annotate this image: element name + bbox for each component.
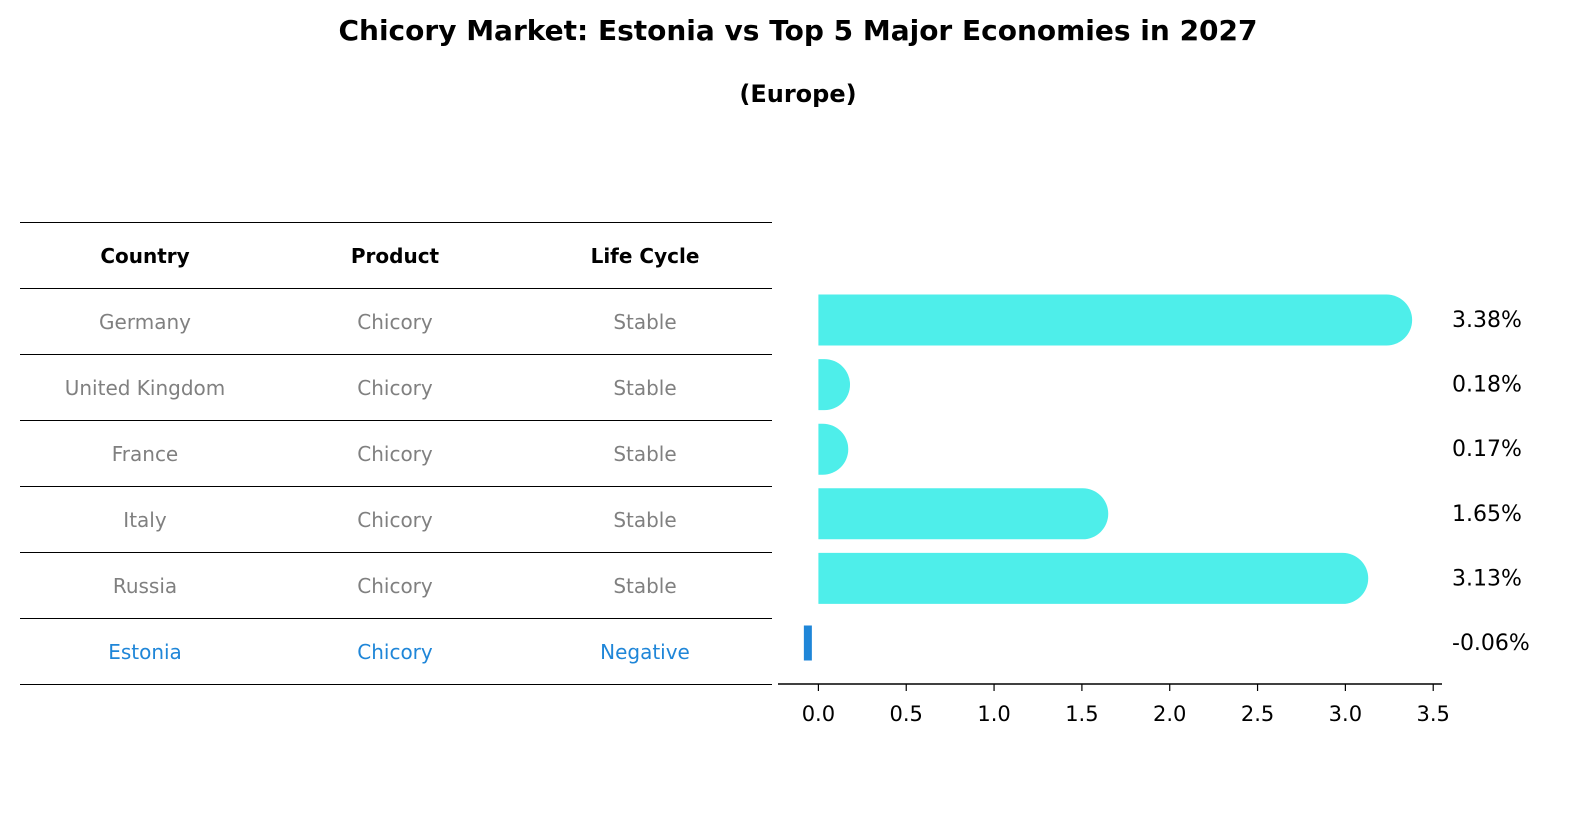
x-tick-label: 1.0 bbox=[977, 702, 1010, 726]
table-header-row: Country Product Life Cycle bbox=[20, 223, 772, 288]
x-tick-label: 0.0 bbox=[802, 702, 835, 726]
cell-product: Chicory bbox=[357, 441, 433, 466]
bar bbox=[818, 423, 849, 475]
data-label: 3.38% bbox=[1452, 308, 1522, 333]
cell-product: Chicory bbox=[357, 375, 433, 400]
table-row: Germany Chicory Stable bbox=[20, 289, 772, 354]
bar bbox=[818, 359, 851, 411]
data-label: 1.65% bbox=[1452, 502, 1522, 527]
bar-chart: 3.38% 0.18% 0.17% 1.65% 3.13% -0.06% 0.0 0.5 1.0… bbox=[778, 294, 1530, 726]
bar bbox=[818, 488, 1109, 540]
chart-subtitle: (Europe) bbox=[739, 80, 857, 108]
x-tick-label: 1.5 bbox=[1065, 702, 1098, 726]
cell-product: Chicory bbox=[357, 573, 433, 598]
cell-product: Chicory bbox=[357, 639, 433, 664]
cell-life-cycle: Stable bbox=[613, 441, 677, 466]
data-label: 3.13% bbox=[1452, 566, 1522, 591]
table-rule bbox=[20, 618, 772, 619]
cell-life-cycle: Negative bbox=[600, 639, 690, 664]
table-row: Russia Chicory Stable bbox=[20, 553, 772, 618]
table-rule bbox=[20, 222, 772, 223]
x-tick-label: 0.5 bbox=[890, 702, 923, 726]
x-tick-label: 2.5 bbox=[1241, 702, 1274, 726]
cell-country: Estonia bbox=[108, 639, 182, 664]
cell-country: Russia bbox=[112, 573, 178, 598]
table-rule bbox=[20, 684, 772, 685]
cell-life-cycle: Stable bbox=[613, 573, 677, 598]
cell-life-cycle: Stable bbox=[613, 375, 677, 400]
x-tick-label: 2.0 bbox=[1153, 702, 1186, 726]
cell-country: United Kingdom bbox=[64, 375, 226, 400]
cell-life-cycle: Stable bbox=[613, 309, 677, 334]
table-rule bbox=[20, 288, 772, 289]
table-rule bbox=[20, 552, 772, 553]
table-row: United Kingdom Chicory Stable bbox=[20, 355, 772, 420]
data-label: 0.18% bbox=[1452, 373, 1522, 398]
cell-life-cycle: Stable bbox=[613, 507, 677, 532]
header-country: Country bbox=[100, 243, 190, 268]
table-row: France Chicory Stable bbox=[20, 421, 772, 486]
chart-title: Chicory Market: Estonia vs Top 5 Major E… bbox=[338, 14, 1258, 47]
data-label: 0.17% bbox=[1452, 437, 1522, 462]
header-product: Product bbox=[350, 243, 440, 268]
cell-product: Chicory bbox=[357, 507, 433, 532]
cell-product: Chicory bbox=[357, 309, 433, 334]
header-life-cycle: Life Cycle bbox=[590, 243, 700, 268]
bar bbox=[818, 294, 1413, 346]
bar bbox=[818, 552, 1369, 604]
data-label: -0.06% bbox=[1452, 631, 1530, 656]
table-rule bbox=[20, 420, 772, 421]
comparison-table: Country Product Life Cycle Germany Chico… bbox=[20, 222, 772, 685]
table-rule bbox=[20, 486, 772, 487]
x-tick-label: 3.0 bbox=[1329, 702, 1362, 726]
cell-country: France bbox=[111, 441, 179, 466]
table-row: Italy Chicory Stable bbox=[20, 487, 772, 552]
table-rule bbox=[20, 354, 772, 355]
table-row-highlighted: Estonia Chicory Negative bbox=[20, 619, 772, 684]
cell-country: Germany bbox=[99, 309, 191, 334]
x-tick-label: 3.5 bbox=[1417, 702, 1450, 726]
cell-country: Italy bbox=[123, 507, 167, 532]
